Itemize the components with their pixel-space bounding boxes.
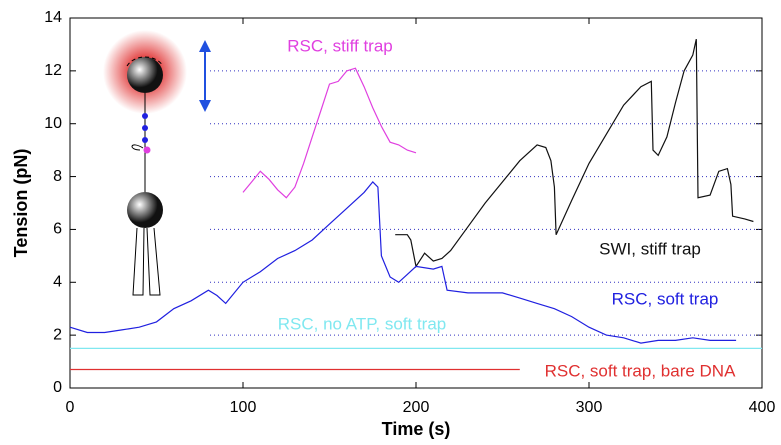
y-tick-label: 8 — [53, 168, 62, 185]
x-tick-label: 400 — [749, 399, 776, 416]
series-label: RSC, stiff trap — [287, 36, 393, 55]
illustration — [103, 30, 211, 296]
x-tick-label: 100 — [230, 399, 257, 416]
data-line — [242, 67, 417, 199]
series-label: RSC, soft trap, bare DNA — [545, 361, 737, 380]
y-tick-label: 12 — [44, 62, 62, 79]
y-tick-label: 10 — [44, 115, 62, 132]
y-tick-label: 2 — [53, 326, 62, 343]
y-axis-title: Tension (pN) — [11, 149, 31, 258]
series-label: RSC, soft trap — [612, 289, 719, 308]
data-line — [395, 38, 754, 268]
x-tick-label: 300 — [576, 399, 603, 416]
x-tick-label: 200 — [403, 399, 430, 416]
y-tick-label: 4 — [53, 274, 62, 291]
y-tick-label: 0 — [53, 379, 62, 396]
y-tick-label: 14 — [44, 9, 62, 26]
data-line — [69, 181, 737, 344]
y-tick-label: 6 — [53, 221, 62, 238]
series-label: SWI, stiff trap — [599, 239, 701, 258]
x-tick-label: 0 — [66, 399, 75, 416]
x-axis-title: Time (s) — [382, 419, 451, 439]
series-label: RSC, no ATP, soft trap — [278, 314, 447, 333]
